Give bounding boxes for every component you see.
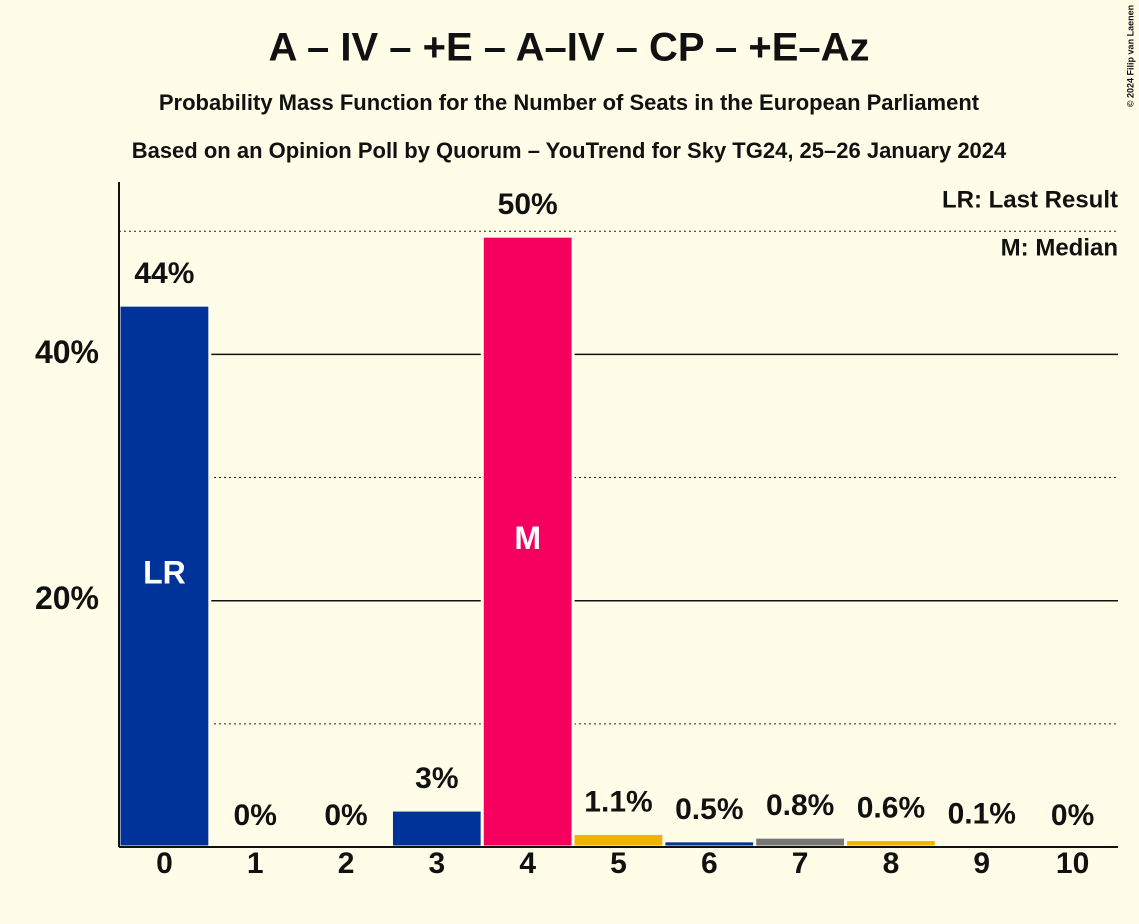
value-label: 0% bbox=[234, 799, 277, 832]
x-tick-label: 7 bbox=[792, 847, 809, 880]
value-label: 50% bbox=[498, 188, 558, 221]
legend-entry: LR: Last Result bbox=[942, 186, 1118, 213]
bar bbox=[480, 234, 575, 849]
x-tick-label: 4 bbox=[519, 847, 536, 880]
x-tick-label: 2 bbox=[338, 847, 355, 880]
value-label: 1.1% bbox=[584, 785, 652, 818]
x-tick-label: 10 bbox=[1056, 847, 1089, 880]
value-label: 44% bbox=[134, 257, 194, 290]
bar bbox=[753, 835, 848, 849]
value-label: 3% bbox=[415, 762, 458, 795]
value-label: 0.5% bbox=[675, 793, 743, 826]
chart-title: A – IV – +E – A–IV – CP – +E–Az bbox=[268, 26, 869, 70]
value-label: 0.8% bbox=[766, 789, 834, 822]
value-label: 0% bbox=[1051, 799, 1094, 832]
legend-entry: M: Median bbox=[1001, 234, 1118, 261]
y-tick-label: 40% bbox=[35, 334, 99, 370]
x-tick-label: 9 bbox=[973, 847, 990, 880]
y-tick-label: 20% bbox=[35, 580, 99, 616]
value-label: 0.6% bbox=[857, 792, 925, 825]
x-tick-label: 3 bbox=[429, 847, 446, 880]
x-tick-label: 0 bbox=[156, 847, 173, 880]
value-label: 0.1% bbox=[948, 798, 1016, 831]
bar-annotation: M bbox=[514, 520, 541, 556]
x-tick-label: 6 bbox=[701, 847, 718, 880]
value-label: 0% bbox=[324, 799, 367, 832]
bar bbox=[844, 838, 938, 849]
chart-subtitle: Based on an Opinion Poll by Quorum – You… bbox=[132, 138, 1007, 163]
bar bbox=[571, 831, 666, 849]
bar bbox=[389, 808, 484, 849]
x-tick-label: 5 bbox=[610, 847, 627, 880]
copyright: © 2024 Filip van Laenen bbox=[1125, 5, 1135, 107]
x-tick-label: 1 bbox=[247, 847, 264, 880]
bar-annotation: LR bbox=[143, 555, 186, 591]
chart-subtitle: Probability Mass Function for the Number… bbox=[159, 90, 980, 115]
x-tick-label: 8 bbox=[883, 847, 900, 880]
